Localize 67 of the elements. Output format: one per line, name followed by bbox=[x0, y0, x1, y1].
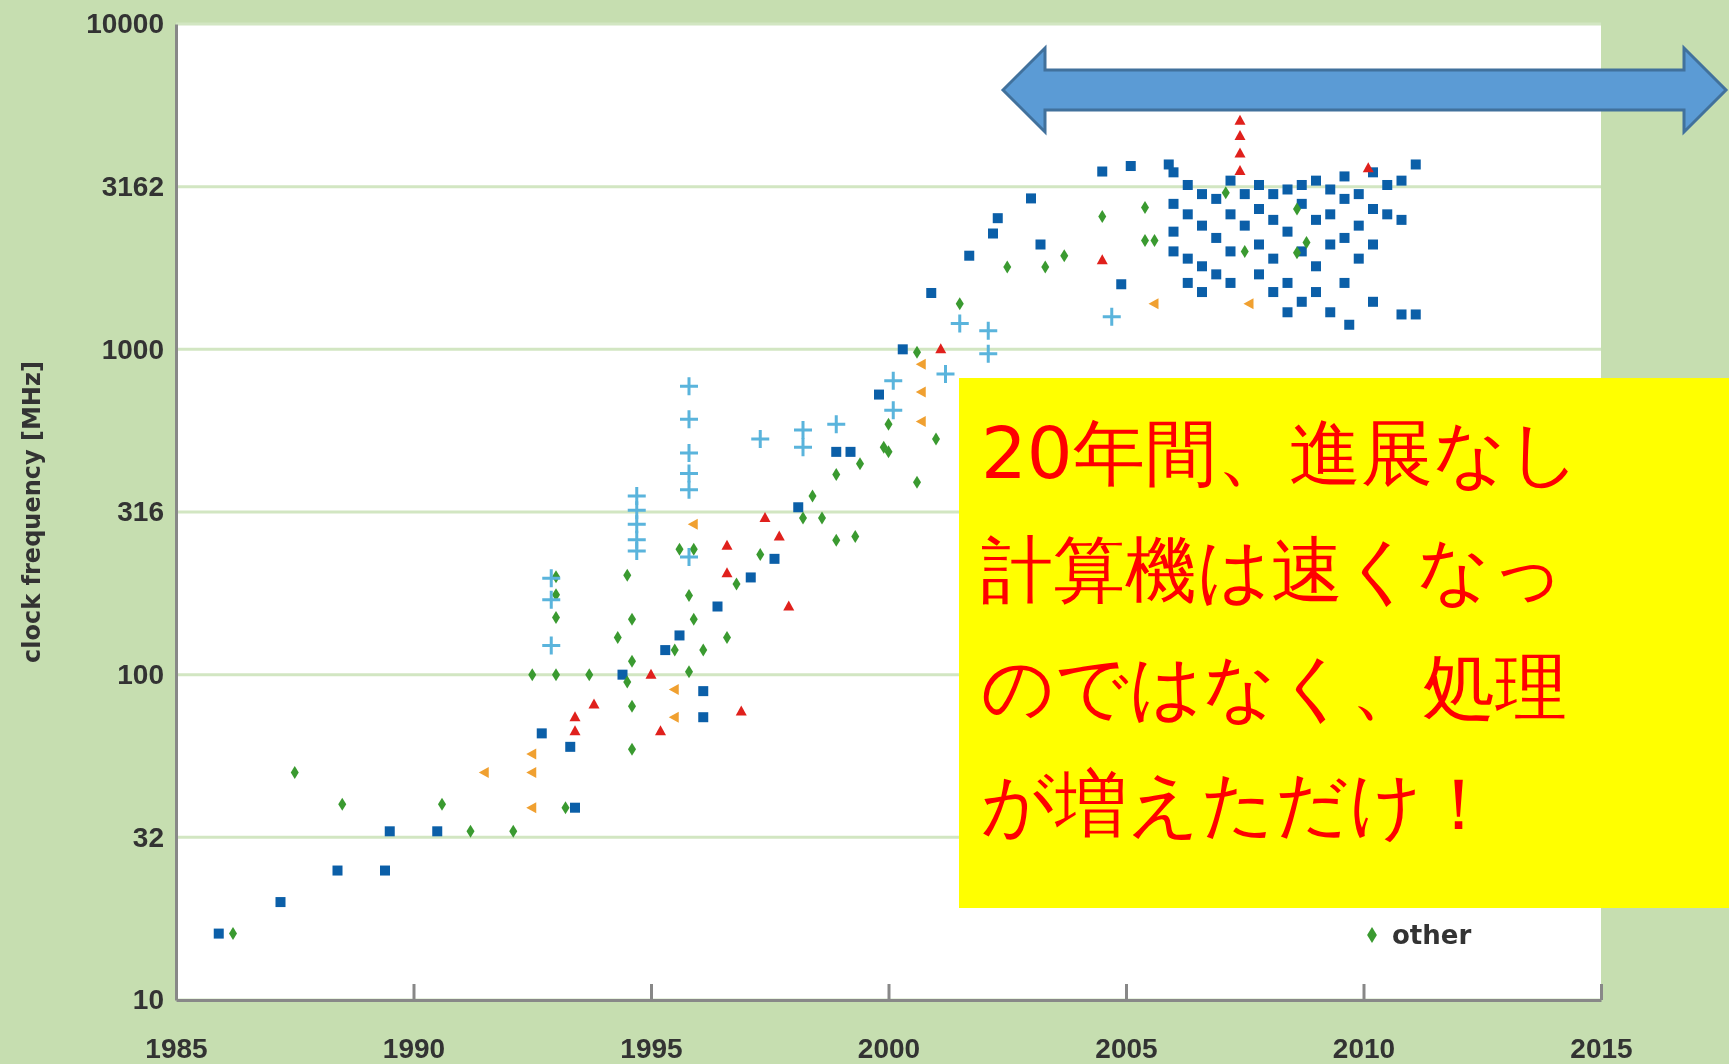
point bbox=[626, 540, 648, 562]
point bbox=[882, 399, 904, 421]
point bbox=[792, 419, 814, 441]
y-tick-label: 10000 bbox=[86, 8, 164, 40]
point bbox=[1234, 114, 1246, 125]
point bbox=[915, 386, 926, 398]
point bbox=[1148, 298, 1159, 310]
point bbox=[678, 408, 700, 430]
point bbox=[678, 546, 700, 568]
x-tick-label: 2000 bbox=[857, 1032, 921, 1064]
point bbox=[1362, 162, 1374, 173]
point bbox=[915, 416, 926, 428]
point bbox=[783, 600, 795, 611]
point bbox=[678, 375, 700, 397]
point bbox=[721, 567, 733, 578]
point bbox=[721, 539, 733, 550]
point bbox=[1096, 254, 1108, 265]
point bbox=[949, 313, 971, 335]
point bbox=[825, 413, 847, 435]
x-tick-label: 1990 bbox=[382, 1032, 446, 1064]
point bbox=[569, 711, 581, 722]
point bbox=[526, 802, 537, 814]
x-tick-label: 2005 bbox=[1095, 1032, 1158, 1064]
y-tick-label: 3162 bbox=[101, 171, 164, 203]
point bbox=[588, 698, 600, 709]
point bbox=[1234, 165, 1246, 176]
point bbox=[977, 343, 999, 365]
legend-label: other bbox=[1392, 920, 1472, 950]
point bbox=[1243, 298, 1254, 310]
y-tick-label: 32 bbox=[132, 821, 164, 853]
point bbox=[526, 748, 537, 760]
y-tick-label: 10 bbox=[132, 984, 164, 1016]
point bbox=[540, 589, 562, 611]
point bbox=[749, 428, 771, 450]
point bbox=[792, 436, 814, 458]
point bbox=[935, 343, 947, 354]
point bbox=[668, 684, 679, 696]
point bbox=[1234, 129, 1246, 140]
point bbox=[915, 358, 926, 370]
point bbox=[1234, 147, 1246, 158]
point bbox=[759, 512, 771, 523]
point bbox=[678, 442, 700, 464]
y-tick-label: 316 bbox=[117, 496, 164, 528]
point bbox=[977, 320, 999, 342]
point bbox=[735, 705, 747, 716]
point bbox=[645, 668, 657, 679]
y-tick-label: 1000 bbox=[101, 333, 164, 365]
point bbox=[678, 479, 700, 501]
point bbox=[773, 530, 785, 541]
point bbox=[569, 725, 581, 736]
x-tick-label: 1985 bbox=[145, 1032, 208, 1064]
point bbox=[668, 711, 679, 723]
point bbox=[687, 518, 698, 530]
x-tick-label: 1995 bbox=[620, 1032, 683, 1064]
point bbox=[526, 767, 537, 779]
point bbox=[1101, 306, 1123, 328]
point bbox=[478, 767, 489, 779]
y-axis-title: clock frequency [MHz] bbox=[18, 361, 46, 663]
point bbox=[935, 363, 956, 385]
point bbox=[540, 567, 562, 589]
point bbox=[540, 634, 562, 656]
point bbox=[655, 725, 666, 736]
x-tick-label: 2010 bbox=[1332, 1032, 1396, 1064]
y-tick-label: 100 bbox=[117, 659, 164, 691]
x-tick-label: 2015 bbox=[1570, 1032, 1633, 1064]
point bbox=[882, 370, 904, 392]
annotation: 20年間、進展なし計算機は速くなっのではなく、処理が増えただけ！ bbox=[981, 411, 1581, 846]
